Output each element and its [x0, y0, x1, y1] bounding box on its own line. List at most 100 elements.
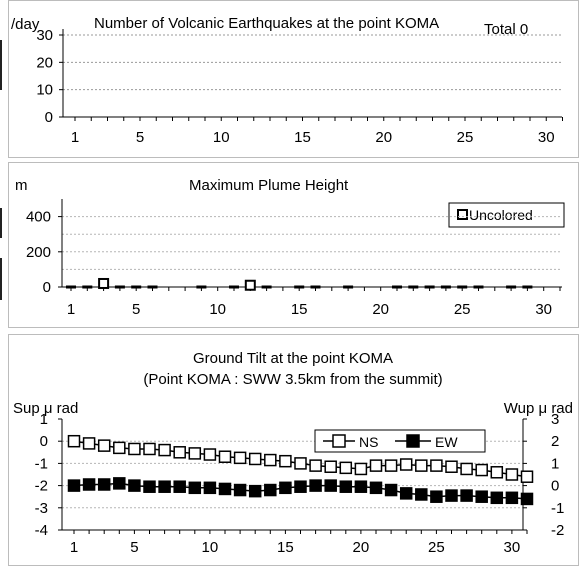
- tilt-ew-point: [490, 491, 504, 505]
- tilt-ew-point: [158, 480, 171, 493]
- tilt-chart-title: Ground Tilt at the point KOMA: [193, 350, 393, 367]
- earthquake-y-tick-label: 0: [45, 109, 53, 126]
- earthquake-chart: Number of Volcanic Earthquakes at the po…: [11, 15, 563, 146]
- tilt-ew-point: [324, 479, 337, 492]
- tilt-ew-point: [218, 482, 232, 496]
- tilt-ns-point: [203, 448, 217, 461]
- tilt-legend-ns-label: NS: [359, 434, 378, 450]
- tilt-ew-point: [233, 483, 247, 497]
- plume-y-tick-label: 400: [26, 209, 51, 226]
- tilt-ns-point: [218, 450, 232, 463]
- tilt-ns-point: [445, 460, 458, 473]
- tilt-ns-point: [384, 459, 398, 472]
- edge-mark-2: [0, 208, 2, 238]
- plume-legend-label: Uncolored: [469, 207, 533, 223]
- earthquake-x-tick-label: 15: [294, 129, 311, 146]
- tilt-ns-point: [158, 443, 171, 457]
- tilt-ns-point: [339, 461, 353, 475]
- earthquake-y-unit: /day: [11, 16, 40, 33]
- earthquake-x-tick-label: 25: [457, 129, 474, 146]
- earthquake-chart-title: Number of Volcanic Earthquakes at the po…: [94, 15, 439, 32]
- tilt-ew-point: [460, 489, 473, 502]
- tilt-x-tick-label: 1: [70, 539, 78, 556]
- tilt-left-tick-label: -1: [35, 455, 48, 472]
- tilt-ns-point: [113, 441, 126, 455]
- plume-chart-title: Maximum Plume Height: [189, 177, 349, 194]
- plume-legend: Uncolored: [448, 202, 565, 228]
- tilt-ew-point: [173, 480, 186, 493]
- tilt-chart-subtitle: (Point KOMA : SWW 3.5km from the summit): [143, 371, 442, 388]
- tilt-ns-point: [415, 459, 428, 472]
- tilt-ew-point: [279, 481, 292, 495]
- tilt-chart-panel: Ground Tilt at the point KOMA (Point KOM…: [8, 334, 579, 566]
- tilt-ns-point: [173, 446, 186, 459]
- tilt-legend-ew-marker: [406, 434, 420, 448]
- tilt-ew-point: [248, 484, 262, 498]
- tilt-ew-point: [445, 489, 458, 502]
- tilt-ew-point: [384, 483, 398, 497]
- tilt-x-tick-label: 30: [504, 539, 521, 556]
- tilt-ew-point: [97, 478, 111, 491]
- tilt-ns-point: [264, 453, 277, 467]
- tilt-ew-point: [128, 479, 141, 492]
- tilt-ew-point: [369, 481, 383, 495]
- tilt-ns-point: [399, 458, 413, 471]
- plume-legend-box: [448, 202, 565, 228]
- tilt-ns-point: [128, 442, 141, 456]
- plume-y-unit: m: [15, 177, 28, 194]
- tilt-right-tick-label: 2: [551, 433, 559, 450]
- tilt-x-tick-label: 5: [130, 539, 138, 556]
- plume-chart-panel: Maximum Plume Height m Uncolored 0 200 400…: [8, 162, 579, 328]
- tilt-ew-point: [309, 479, 322, 492]
- tilt-x-tick-label: 25: [428, 539, 445, 556]
- tilt-ew-point: [264, 483, 277, 497]
- tilt-ew-point: [203, 481, 217, 495]
- tilt-ns-point: [520, 470, 534, 483]
- tilt-ns-point: [324, 460, 337, 473]
- earthquake-chart-panel: Number of Volcanic Earthquakes at the po…: [8, 0, 579, 158]
- earthquake-total-label: Total 0: [484, 21, 528, 38]
- plume-x-tick-label: 20: [372, 301, 389, 318]
- tilt-ew-point: [415, 488, 428, 501]
- tilt-left-axis-label: Sup μ rad: [13, 400, 78, 417]
- tilt-ew-point: [339, 480, 353, 493]
- tilt-ew-point: [399, 487, 413, 500]
- tilt-right-tick-label: 1: [551, 455, 559, 472]
- plume-marker: [98, 277, 110, 289]
- tilt-ns-point: [82, 437, 96, 450]
- tilt-legend-ew-label: EW: [435, 434, 458, 450]
- tilt-ew-point: [67, 479, 81, 492]
- tilt-right-tick-label: -2: [551, 522, 564, 539]
- tilt-ew-point: [354, 480, 368, 493]
- tilt-ew-point: [82, 478, 96, 491]
- tilt-ns-point: [248, 452, 262, 466]
- plume-y-tick-label: 0: [43, 279, 51, 296]
- tilt-ew-point: [505, 491, 519, 505]
- tilt-ew-point: [430, 490, 443, 503]
- tilt-ew-point: [475, 490, 488, 503]
- tilt-chart: Ground Tilt at the point KOMA (Point KOM…: [13, 350, 573, 556]
- tilt-left-tick-label: 1: [40, 411, 48, 428]
- plume-x-tick-label: 15: [291, 301, 308, 318]
- tilt-ew-point: [520, 492, 534, 506]
- earthquake-x-tick-label: 30: [538, 129, 555, 146]
- tilt-ns-point: [430, 459, 443, 472]
- tilt-legend-ns-marker: [332, 434, 346, 448]
- plume-x-tick-label: 25: [454, 301, 471, 318]
- tilt-ew-point: [113, 477, 126, 490]
- tilt-ns-point: [369, 459, 383, 472]
- tilt-right-tick-label: 0: [551, 478, 559, 495]
- plume-x-tick-label: 1: [67, 301, 75, 318]
- tilt-legend: NS EW: [314, 429, 486, 453]
- tilt-ew-point: [188, 481, 202, 495]
- earthquake-x-tick-label: 1: [71, 129, 79, 146]
- edge-mark-1: [0, 40, 2, 90]
- tilt-ns-point: [309, 459, 322, 472]
- tilt-x-tick-label: 15: [277, 539, 294, 556]
- tilt-ns-point: [505, 468, 519, 481]
- tilt-ns-point: [279, 454, 292, 468]
- tilt-right-tick-label: 3: [551, 411, 559, 428]
- tilt-ew-point: [143, 480, 156, 493]
- tilt-ns-point: [354, 462, 368, 476]
- tilt-left-tick-label: -2: [35, 478, 48, 495]
